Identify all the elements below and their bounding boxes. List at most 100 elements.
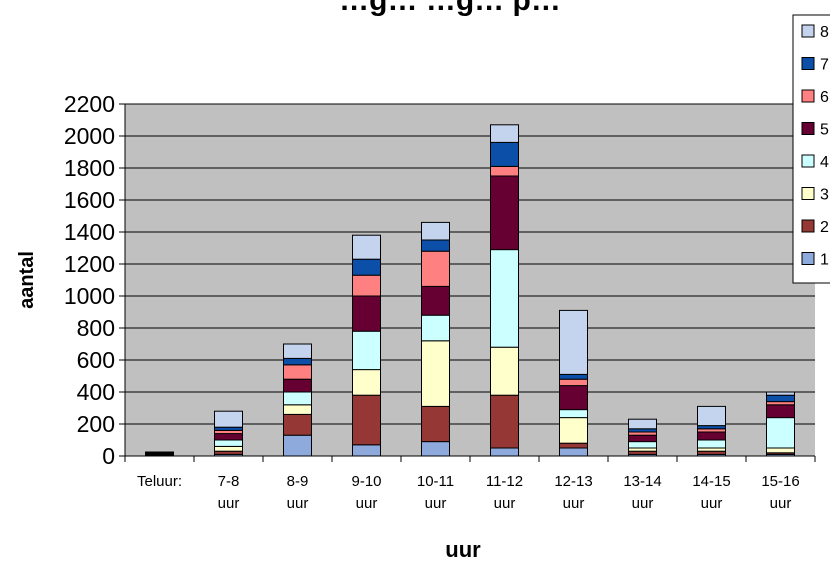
bar-segment-4 bbox=[215, 440, 243, 446]
bar-segment-2 bbox=[353, 395, 381, 445]
bar-segment-4 bbox=[560, 410, 588, 418]
bar-segment-7 bbox=[353, 259, 381, 275]
bar-segment-5 bbox=[146, 452, 174, 453]
bar-segment-1 bbox=[353, 445, 381, 456]
bar-segment-7 bbox=[422, 240, 450, 251]
legend-swatch-4 bbox=[802, 155, 814, 167]
bar-segment-8 bbox=[491, 125, 519, 143]
y-tick-label: 600 bbox=[77, 347, 115, 373]
x-tick-label: uur bbox=[494, 495, 516, 512]
bar-segment-3 bbox=[422, 341, 450, 407]
y-tick-label: 1200 bbox=[64, 251, 115, 277]
bar-segment-8 bbox=[698, 406, 726, 425]
plot-area bbox=[125, 104, 815, 456]
x-tick-label: 7-8 bbox=[218, 473, 240, 490]
x-tick-label: uur bbox=[770, 495, 792, 512]
bar-segment-2 bbox=[284, 414, 312, 435]
y-tick-label: 800 bbox=[77, 315, 115, 341]
legend-label-3: 3 bbox=[820, 187, 829, 204]
y-tick-label: 2000 bbox=[64, 123, 115, 149]
y-tick-label: 0 bbox=[102, 443, 115, 469]
x-tick-label: uur bbox=[701, 495, 723, 512]
y-tick-label: 1800 bbox=[64, 155, 115, 181]
bar-segment-2 bbox=[491, 395, 519, 448]
bar-segment-3 bbox=[353, 370, 381, 396]
x-tick-label: uur bbox=[287, 495, 309, 512]
bar-segment-6 bbox=[491, 166, 519, 176]
legend-label-1: 1 bbox=[820, 252, 829, 269]
y-tick-label: 2200 bbox=[64, 91, 115, 117]
bar-segment-3 bbox=[491, 347, 519, 395]
legend-label-6: 6 bbox=[820, 89, 829, 106]
bar-segment-8 bbox=[560, 310, 588, 374]
x-tick-label: 10-11 bbox=[417, 473, 454, 490]
legend-label-2: 2 bbox=[820, 219, 829, 236]
bar-segment-6 bbox=[422, 251, 450, 286]
legend-swatch-7 bbox=[802, 58, 814, 70]
bar-segment-5 bbox=[698, 432, 726, 440]
x-tick-label: 9-10 bbox=[351, 473, 381, 490]
bar-segment-1 bbox=[560, 448, 588, 456]
x-tick-labels: Teluur: 7-8 uur 8-9 uur 9-10 uur 10-11 uur 11-12 u… bbox=[125, 456, 815, 512]
bar-segment-7 bbox=[284, 358, 312, 364]
bar-segment-4 bbox=[767, 418, 795, 448]
legend-label-4: 4 bbox=[820, 154, 829, 171]
bar-segment-5 bbox=[284, 379, 312, 392]
bar-segment-3 bbox=[560, 418, 588, 444]
y-tick-label: 400 bbox=[77, 379, 115, 405]
x-tick-label: 14-15 bbox=[692, 473, 730, 490]
bar-segment-5 bbox=[422, 286, 450, 315]
bar-segment-7 bbox=[560, 374, 588, 379]
legend-swatch-3 bbox=[802, 188, 814, 200]
x-tick-label: uur bbox=[563, 495, 585, 512]
bar-segment-1 bbox=[491, 448, 519, 456]
bar-segment-3 bbox=[284, 405, 312, 415]
legend-label-8: 8 bbox=[820, 24, 829, 41]
x-tick-label: uur bbox=[632, 495, 654, 512]
legend-swatch-2 bbox=[802, 220, 814, 232]
x-tick-label: 11-12 bbox=[486, 473, 523, 490]
y-tick-label: 1000 bbox=[64, 283, 115, 309]
bar-segment-6 bbox=[353, 275, 381, 296]
bar-segment-5 bbox=[629, 435, 657, 441]
bar-segment-1 bbox=[284, 435, 312, 456]
bar-segment-3 bbox=[215, 446, 243, 451]
y-tick-label: 1400 bbox=[64, 219, 115, 245]
bar-segment-8 bbox=[215, 411, 243, 427]
bar-segment-5 bbox=[491, 176, 519, 250]
chart-title: …g… …g… p… bbox=[339, 0, 561, 17]
y-tick-label: 1600 bbox=[64, 187, 115, 213]
x-tick-label: Teluur: bbox=[137, 473, 182, 490]
legend-label-5: 5 bbox=[820, 122, 829, 139]
bar-segment-8 bbox=[629, 419, 657, 429]
bar-segment-8 bbox=[284, 344, 312, 358]
bar-segment-4 bbox=[422, 315, 450, 341]
legend-swatch-1 bbox=[802, 253, 814, 265]
y-axis-title: aantal bbox=[16, 251, 38, 309]
bar-segment-8 bbox=[353, 235, 381, 259]
bar-segment-4 bbox=[284, 392, 312, 405]
bar-segment-2 bbox=[422, 406, 450, 441]
bar-segment-3 bbox=[767, 448, 795, 453]
x-tick-label: 12-13 bbox=[554, 473, 592, 490]
bar-segment-7 bbox=[491, 142, 519, 166]
bar-segment-1 bbox=[422, 442, 450, 456]
x-tick-label: uur bbox=[425, 495, 447, 512]
x-tick-label: uur bbox=[218, 495, 240, 512]
bar-segment-5 bbox=[560, 386, 588, 410]
bar-segment-4 bbox=[491, 250, 519, 348]
x-tick-label: uur bbox=[356, 495, 378, 512]
bar-segment-5 bbox=[215, 434, 243, 440]
bar-segment-4 bbox=[629, 442, 657, 448]
legend-swatch-8 bbox=[802, 25, 814, 37]
bar-segment-4 bbox=[353, 331, 381, 369]
bar-segment-7 bbox=[767, 395, 795, 401]
legend-swatch-5 bbox=[802, 123, 814, 135]
legend-label-7: 7 bbox=[820, 57, 829, 74]
bar-segment-5 bbox=[767, 405, 795, 418]
x-axis-title: uur bbox=[445, 537, 481, 562]
bar-segment-6 bbox=[560, 379, 588, 385]
x-tick-label: 15-16 bbox=[761, 473, 799, 490]
bar-segment-2 bbox=[560, 443, 588, 448]
